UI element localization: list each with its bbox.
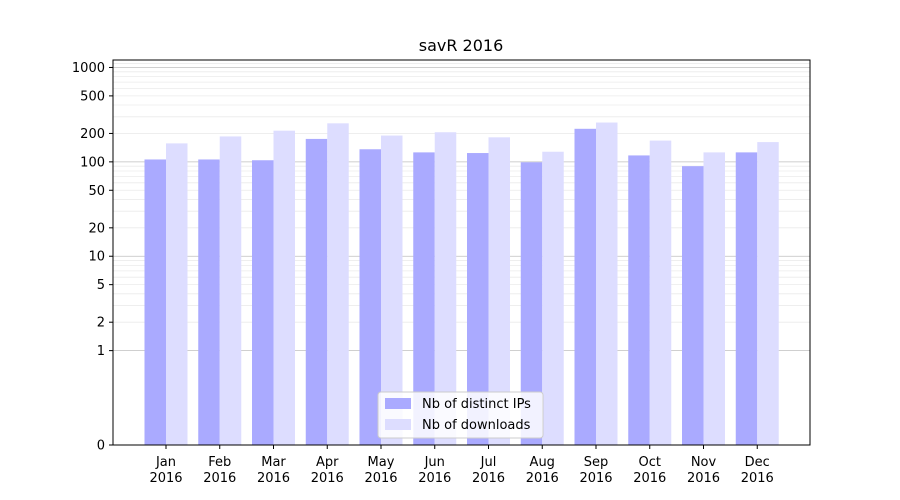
x-tick-label-year: 2016: [418, 471, 451, 486]
x-tick-label-year: 2016: [687, 471, 720, 486]
x-tick-label-month: Mar: [261, 455, 286, 470]
bar-distinct-ips: [735, 152, 758, 445]
y-tick-label: 200: [80, 127, 105, 142]
x-tick-label-month: Jun: [424, 455, 445, 470]
bar-downloads: [434, 132, 457, 445]
bar-downloads: [273, 130, 295, 446]
bar-distinct-ips: [144, 159, 166, 445]
bar-distinct-ips: [574, 128, 596, 445]
bar-distinct-ips: [467, 153, 489, 445]
bar-distinct-ips: [682, 166, 704, 445]
bar-downloads: [757, 142, 779, 445]
legend-swatch-downloads: [385, 419, 411, 430]
bar-downloads: [219, 136, 242, 446]
y-tick-label: 1000: [72, 61, 105, 76]
x-tick-label-month: Feb: [208, 455, 231, 470]
x-tick-label-month: Sep: [584, 455, 609, 470]
bar-downloads: [488, 137, 510, 446]
x-tick-label-year: 2016: [741, 471, 774, 486]
x-tick-label-month: Aug: [530, 455, 555, 470]
legend-label-distinct-ips: Nb of distinct IPs: [422, 397, 531, 412]
y-tick-label: 2: [97, 316, 105, 331]
x-tick-label-month: Apr: [316, 455, 339, 470]
y-tick-label: 500: [80, 89, 105, 104]
x-tick-label-year: 2016: [257, 471, 290, 486]
x-tick-label-year: 2016: [526, 471, 559, 486]
legend-swatch-distinct-ips: [385, 398, 411, 409]
bar-downloads: [596, 122, 618, 445]
bar-downloads: [649, 140, 672, 445]
bar-distinct-ips: [359, 149, 381, 445]
bar-distinct-ips: [252, 160, 274, 445]
x-tick-label-month: Nov: [691, 455, 717, 470]
x-tick-label-year: 2016: [472, 471, 505, 486]
y-tick-label: 10: [88, 250, 105, 265]
bar-downloads: [166, 143, 188, 445]
x-tick-label-year: 2016: [364, 471, 397, 486]
legend-label-downloads: Nb of downloads: [422, 418, 531, 433]
bar-distinct-ips: [305, 138, 328, 445]
legend: Nb of distinct IPs Nb of downloads: [377, 391, 544, 439]
y-tick-label: 1: [97, 344, 105, 359]
y-tick-label: 5: [97, 278, 105, 293]
legend-box: [377, 391, 544, 439]
x-tick-label-year: 2016: [203, 471, 236, 486]
x-axis: Jan2016Feb2016Mar2016Apr2016May2016Jun20…: [149, 445, 774, 486]
x-tick-label-month: Dec: [745, 455, 770, 470]
plot-frame: [112, 59, 811, 446]
x-tick-label-month: Jan: [155, 455, 176, 470]
y-axis: 0 1 2 5 10 20 50 100 200 500 1000: [72, 61, 113, 454]
chart-title: savR 2016: [419, 36, 504, 55]
bars: [144, 122, 779, 446]
x-tick-label-month: Oct: [639, 455, 661, 470]
y-tick-label: 0: [97, 439, 105, 454]
y-tick-label: 50: [88, 184, 105, 199]
bar-downloads: [327, 123, 349, 445]
x-tick-label-year: 2016: [311, 471, 344, 486]
x-tick-label-month: Jul: [480, 455, 497, 470]
x-tick-label-year: 2016: [149, 471, 182, 486]
bar-distinct-ips: [198, 159, 220, 445]
bar-distinct-ips: [520, 162, 543, 445]
bar-distinct-ips: [628, 155, 650, 446]
y-tick-label: 20: [88, 221, 105, 236]
bar-downloads: [703, 152, 725, 445]
x-tick-label-month: May: [368, 455, 395, 470]
bar-downloads: [542, 151, 564, 446]
y-tick-label: 100: [80, 155, 105, 170]
x-tick-label-year: 2016: [633, 471, 666, 486]
bar-distinct-ips: [413, 152, 435, 445]
x-tick-label-year: 2016: [579, 471, 612, 486]
bar-downloads: [381, 135, 403, 445]
